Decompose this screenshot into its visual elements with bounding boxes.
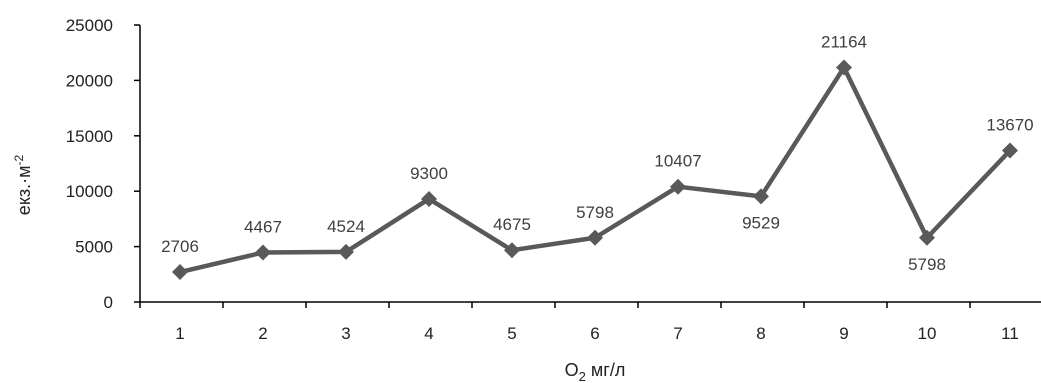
data-point [919, 229, 935, 246]
data-label: 5798 [908, 255, 946, 274]
x-tick-label: 8 [756, 324, 765, 343]
data-point [753, 188, 769, 205]
y-tick-label: 0 [104, 293, 113, 312]
y-tick-label: 25000 [66, 16, 113, 35]
data-label: 13670 [986, 116, 1033, 135]
y-tick-label: 15000 [66, 127, 113, 146]
x-tick-label: 10 [918, 324, 937, 343]
x-tick-label: 2 [258, 324, 267, 343]
x-axis-title: O2 мг/л [565, 360, 626, 383]
y-tick-label: 20000 [66, 71, 113, 90]
x-tick-label: 7 [673, 324, 682, 343]
data-point [1002, 142, 1018, 159]
y-axis-title: екз.·м-2 [12, 154, 34, 215]
x-axis: 1 2 3 4 5 6 7 8 9 10 11 [139, 301, 1041, 343]
series [172, 59, 1018, 281]
data-label: 2706 [161, 237, 199, 256]
x-tick-label: 4 [424, 324, 433, 343]
data-label: 10407 [654, 152, 701, 171]
data-label: 4467 [244, 218, 282, 237]
y-tick-label: 10000 [66, 182, 113, 201]
data-label: 9300 [410, 164, 448, 183]
x-tick-label: 9 [839, 324, 848, 343]
data-point [587, 229, 603, 246]
data-label: 21164 [821, 33, 867, 52]
data-label: 9529 [742, 213, 780, 232]
data-point [172, 264, 188, 281]
x-tick-label: 11 [1001, 324, 1019, 343]
x-tick-label: 1 [175, 324, 184, 343]
y-axis: 0 5000 10000 15000 20000 25000 [66, 16, 141, 312]
data-point [836, 59, 852, 76]
data-label: 4675 [493, 215, 531, 234]
data-point [421, 190, 437, 207]
data-point [338, 243, 354, 260]
data-labels: 2706 4467 4524 9300 4675 5798 10407 9529 21164 57… [161, 33, 1034, 274]
data-point [670, 178, 686, 195]
y-tick-label: 5000 [75, 238, 113, 257]
data-label: 4524 [327, 217, 365, 236]
x-tick-label: 5 [507, 324, 516, 343]
x-tick-label: 3 [341, 324, 350, 343]
x-tick-label: 6 [590, 324, 599, 343]
data-label: 5798 [576, 203, 614, 222]
data-point [504, 242, 520, 259]
data-point [255, 244, 271, 261]
